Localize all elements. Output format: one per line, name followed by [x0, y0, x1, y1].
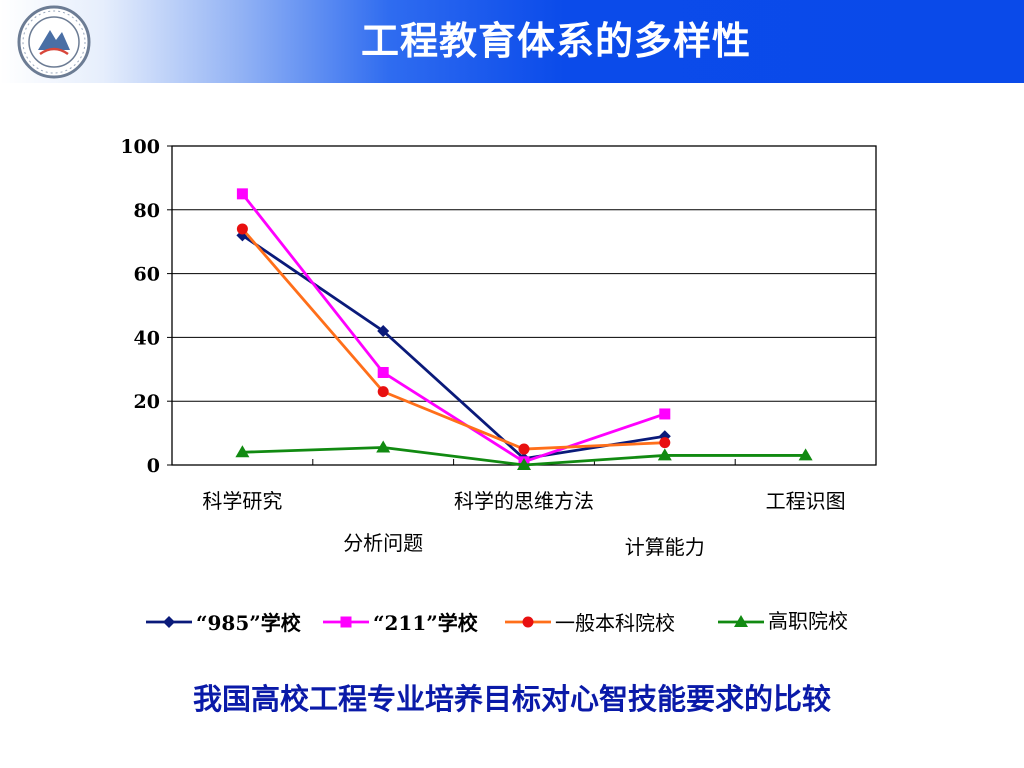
y-tick-label-0: 0: [147, 455, 160, 477]
y-tick-label-100: 100: [120, 136, 160, 158]
x-tick-label-2: 分析问题: [343, 531, 423, 555]
series-line-2: [241, 192, 666, 464]
legend-marker-2: [340, 616, 352, 628]
chart-caption: 我国高校工程专业培养目标对心智技能要求的比较: [192, 682, 831, 716]
plot-frame: [171, 145, 877, 466]
x-tick-label-3: 科学的思维方法: [454, 489, 594, 513]
legend-label-1: “985”学校: [196, 611, 302, 635]
header-bar: [0, 0, 1024, 83]
legend-label-4: 高职院校: [768, 609, 848, 633]
series-line-1: [241, 234, 666, 461]
series-3-point-4: [659, 437, 671, 449]
y-tick-label-60: 60: [134, 264, 160, 286]
university-seal-icon: [17, 5, 91, 79]
page-title: 工程教育体系的多样性: [360, 19, 751, 63]
legend-marker-3: [522, 616, 534, 628]
x-tick-label-4: 计算能力: [625, 535, 705, 559]
legend-label-2: “211”学校: [373, 611, 479, 635]
series-4-point-4: [657, 448, 672, 461]
series-3-point-3: [518, 443, 530, 455]
series-line-3: [241, 228, 665, 451]
series-3-point-1: [236, 223, 248, 235]
series-3-point-2: [377, 386, 389, 398]
series-2-point-4: [659, 408, 671, 420]
y-tick-label-20: 20: [134, 391, 160, 413]
series-4-point-2: [376, 440, 391, 453]
series-1-point-2: [377, 325, 390, 338]
series-4-point-1: [235, 445, 250, 458]
legend-marker-1: [163, 616, 175, 628]
series-2-point-1: [236, 188, 248, 200]
x-tick-label-5: 工程识图: [766, 489, 846, 513]
legend-label-3: 一般本科院校: [555, 611, 675, 635]
legend-marker-4: [734, 615, 748, 627]
y-tick-label-80: 80: [134, 200, 160, 222]
series-4-point-5: [798, 448, 813, 461]
series-2-point-2: [377, 366, 389, 378]
series-4-point-3: [517, 458, 531, 470]
y-tick-label-40: 40: [134, 327, 160, 349]
x-tick-label-1: 科学研究: [202, 489, 282, 513]
